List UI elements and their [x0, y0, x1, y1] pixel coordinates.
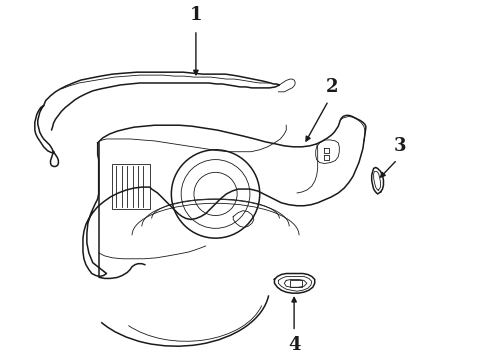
Text: 4: 4 [288, 336, 300, 354]
Bar [290, 280, 302, 287]
Text: 2: 2 [326, 78, 339, 96]
Text: 3: 3 [394, 137, 406, 155]
Text: 1: 1 [190, 6, 202, 24]
Bar [112, 165, 150, 209]
